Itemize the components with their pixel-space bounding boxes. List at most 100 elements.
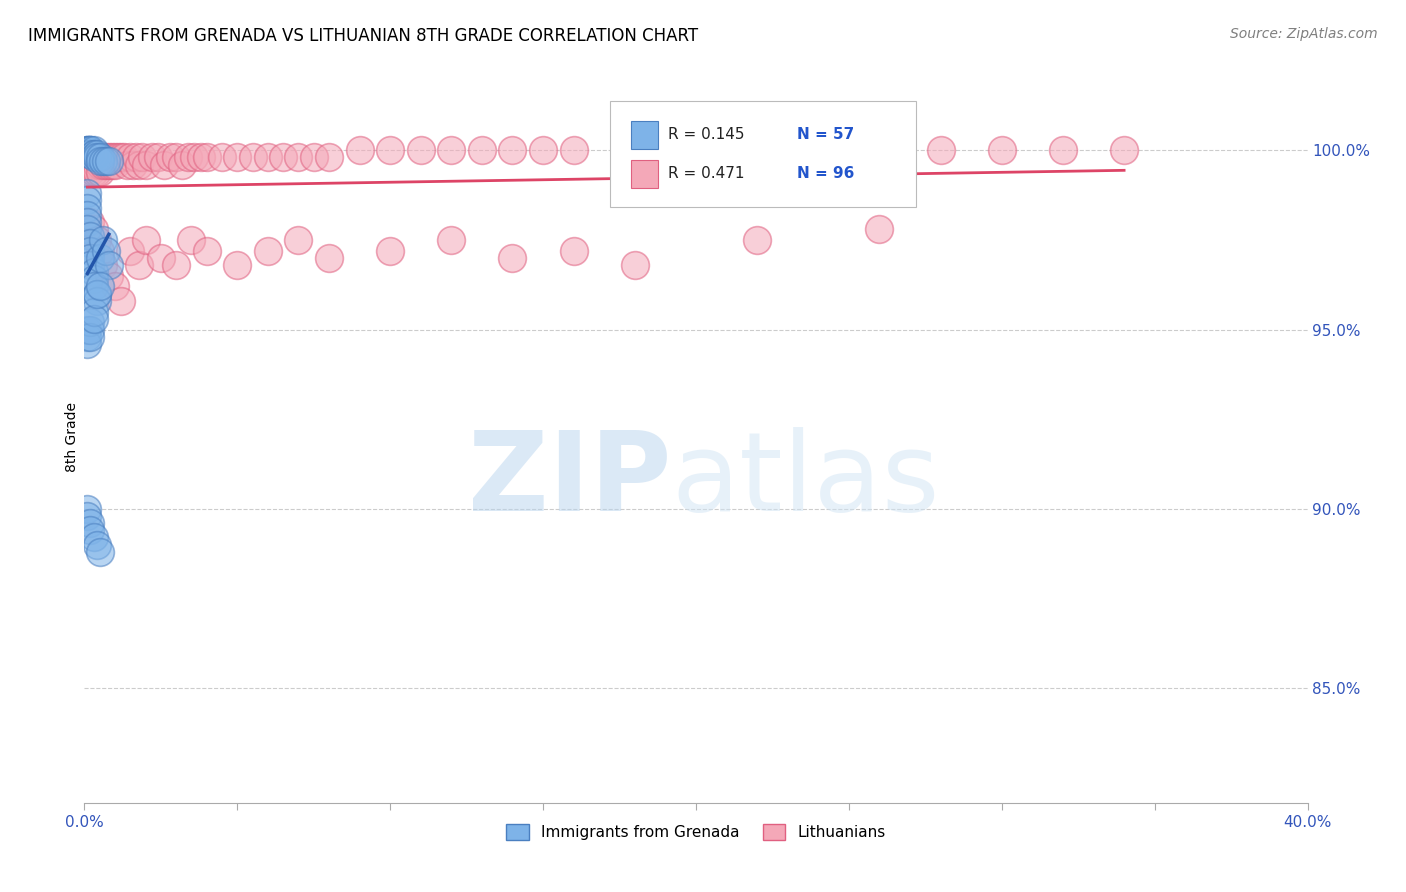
Point	[135, 158, 157, 172]
Legend: Immigrants from Grenada, Lithuanians: Immigrants from Grenada, Lithuanians	[501, 818, 891, 847]
Point	[89, 150, 111, 164]
Point	[83, 311, 105, 326]
Point	[76, 329, 98, 343]
Point	[624, 143, 647, 157]
Point	[165, 258, 187, 272]
Point	[76, 150, 98, 164]
Point	[79, 215, 101, 229]
Point	[86, 233, 108, 247]
Point	[409, 143, 432, 157]
Point	[76, 143, 98, 157]
Point	[97, 258, 120, 272]
Point	[287, 233, 309, 247]
Point	[76, 158, 98, 172]
Point	[89, 153, 111, 168]
Point	[183, 150, 205, 164]
Point	[1052, 143, 1074, 157]
Point	[79, 143, 101, 157]
Y-axis label: 8th Grade: 8th Grade	[65, 402, 79, 472]
Point	[271, 150, 294, 164]
Point	[1114, 143, 1136, 157]
Point	[177, 150, 200, 164]
Point	[104, 158, 127, 172]
Point	[380, 143, 402, 157]
Point	[89, 251, 111, 265]
Point	[112, 150, 135, 164]
Point	[97, 153, 120, 168]
Point	[86, 293, 108, 308]
Point	[146, 150, 169, 164]
Point	[89, 165, 111, 179]
Point	[86, 150, 108, 164]
Point	[149, 251, 172, 265]
Point	[76, 222, 98, 236]
Point	[83, 146, 105, 161]
Point	[110, 150, 132, 164]
Point	[94, 158, 117, 172]
Point	[83, 272, 105, 286]
Point	[97, 268, 120, 283]
Point	[79, 143, 101, 157]
Bar	[631, 121, 658, 149]
Point	[195, 244, 218, 258]
Point	[83, 158, 105, 172]
Point	[120, 150, 142, 164]
Point	[929, 143, 952, 157]
Point	[89, 279, 111, 293]
Point	[79, 146, 101, 161]
Point	[86, 146, 108, 161]
Point	[89, 158, 111, 172]
Point	[747, 233, 769, 247]
Point	[83, 150, 105, 164]
Point	[349, 143, 371, 157]
Point	[79, 158, 101, 172]
Point	[89, 244, 111, 258]
Point	[79, 143, 101, 157]
Point	[76, 508, 98, 523]
Point	[83, 222, 105, 236]
Point	[76, 208, 98, 222]
Point	[76, 322, 98, 336]
Point	[91, 158, 114, 172]
Point	[76, 143, 98, 157]
Point	[76, 201, 98, 215]
Point	[79, 143, 101, 157]
Point	[159, 150, 181, 164]
Point	[128, 258, 150, 272]
Text: N = 96: N = 96	[797, 166, 855, 181]
Point	[79, 244, 101, 258]
Point	[89, 150, 111, 164]
Point	[135, 233, 157, 247]
Point	[302, 150, 325, 164]
Point	[83, 531, 105, 545]
Point	[86, 286, 108, 301]
Point	[86, 158, 108, 172]
Point	[79, 251, 101, 265]
Text: N = 57: N = 57	[797, 128, 855, 143]
Point	[79, 315, 101, 329]
Point	[115, 158, 138, 172]
Point	[76, 143, 98, 157]
Point	[76, 194, 98, 208]
Point	[226, 150, 249, 164]
Point	[242, 150, 264, 164]
Point	[120, 244, 142, 258]
FancyBboxPatch shape	[610, 101, 917, 207]
Point	[104, 150, 127, 164]
Point	[122, 158, 145, 172]
Text: ZIP: ZIP	[468, 427, 672, 534]
Point	[79, 258, 101, 272]
Point	[83, 146, 105, 161]
Text: R = 0.145: R = 0.145	[668, 128, 744, 143]
Point	[685, 143, 707, 157]
Point	[94, 244, 117, 258]
Point	[141, 150, 163, 164]
Point	[211, 150, 233, 164]
Point	[91, 150, 114, 164]
Point	[190, 150, 212, 164]
Point	[153, 158, 176, 172]
Point	[125, 150, 148, 164]
Point	[76, 165, 98, 179]
Point	[180, 233, 202, 247]
Point	[79, 329, 101, 343]
